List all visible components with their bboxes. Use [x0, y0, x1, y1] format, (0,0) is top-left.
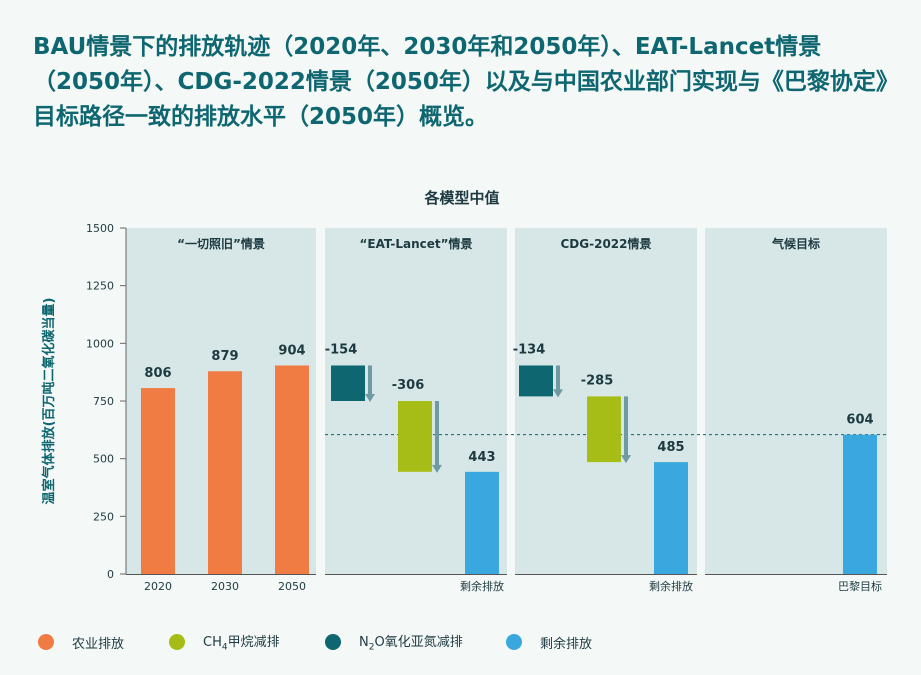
legend-label-n2o: N2O氧化亚氮减排 [359, 635, 463, 653]
legend-label-ch4: CH4甲烷减排 [203, 635, 280, 653]
y-tick-label-1500: 1500 [86, 222, 114, 235]
legend-swatch-residual [506, 634, 522, 650]
legend-label-residual: 剩余排放 [540, 636, 593, 652]
panel-title-1: “一切照旧”情景 [177, 236, 265, 251]
y-tick-label-500: 500 [93, 453, 114, 466]
panel-title-4: 气候目标 [771, 236, 820, 251]
cdg-2022-ch4-bar [587, 396, 621, 463]
eat-lancet-ch4-arrow-shaft [435, 401, 439, 466]
panel-title-2: “EAT-Lancet”情景 [359, 236, 472, 251]
bar-bau-2030 [208, 371, 242, 574]
bar-label-paris-target: 604 [846, 413, 873, 428]
panel-title-3: CDG-2022情景 [561, 236, 652, 251]
y-axis-label: 温室气体排放(百万吨二氧化碳当量) [41, 298, 57, 505]
y-tick-label-250: 250 [93, 510, 114, 523]
cdg-2022-ch4-arrow-shaft [624, 396, 628, 457]
emissions-chart: 各模型中值 “一切照旧”情景 “EAT-Lancet”情景 CDG-2022情景 气候… [41, 189, 887, 593]
legend-label-agriculture: 农业排放 [72, 636, 125, 652]
eat-lancet-n2o-arrow-shaft [368, 365, 372, 395]
eat-lancet-x-label: 剩余排放 [460, 579, 504, 593]
x-tick-label-2020: 2020 [144, 580, 172, 593]
eat-lancet-n2o-label: -154 [325, 342, 358, 357]
cdg-2022-n2o-arrow-head [553, 389, 563, 398]
eat-lancet-n2o-arrow-head [365, 394, 375, 402]
x-tick-label-2030: 2030 [211, 580, 239, 593]
eat-lancet-ch4-label: -306 [392, 378, 425, 393]
cdg-2022-n2o-label: -134 [513, 342, 546, 357]
legend-swatch-n2o [325, 634, 341, 650]
eat-lancet-ch4-bar [398, 401, 432, 472]
bar-label-bau-2050: 904 [278, 343, 305, 358]
eat-lancet-residual-label: 443 [468, 450, 495, 465]
bar-paris-target [843, 434, 877, 574]
bar-bau-2020 [141, 388, 175, 574]
legend-swatch-ch4 [169, 634, 185, 650]
cdg-2022-residual-label: 485 [657, 440, 684, 455]
legend-item-agriculture: 农业排放 [38, 628, 124, 656]
eat-lancet-ch4-arrow-head [432, 464, 442, 473]
y-tick-label-1000: 1000 [86, 337, 114, 350]
bar-label-bau-2020: 806 [144, 366, 171, 381]
chart-subtitle: 各模型中值 [423, 189, 499, 207]
legend-item-residual: 剩余排放 [506, 628, 592, 656]
cdg-2022-x-label: 剩余排放 [649, 579, 693, 593]
eat-lancet-residual-bar [465, 471, 499, 574]
bar-bau-2050 [275, 365, 309, 574]
cdg-2022-ch4-arrow-head [621, 455, 631, 464]
bar-label-bau-2030: 879 [211, 349, 238, 364]
cdg-2022-n2o-arrow-shaft [556, 365, 560, 391]
cdg-2022-ch4-label: -285 [581, 373, 614, 388]
legend-item-ch4: CH4甲烷减排 [169, 628, 280, 656]
legend: 农业排放 CH4甲烷减排 N2O氧化亚氮减排 剩余排放 [38, 628, 898, 656]
y-tick-label-1250: 1250 [86, 280, 114, 293]
legend-item-n2o: N2O氧化亚氮减排 [325, 628, 463, 656]
y-tick-label-0: 0 [107, 568, 114, 581]
legend-swatch-agriculture [38, 634, 54, 650]
x-tick-label-2050: 2050 [278, 580, 306, 593]
cdg-2022-residual-bar [654, 462, 688, 574]
cdg-2022-n2o-bar [519, 365, 553, 397]
y-tick-label-750: 750 [93, 395, 114, 408]
eat-lancet-n2o-bar [331, 365, 365, 401]
x-tick-label-paris-target: 巴黎目标 [838, 579, 882, 593]
chart-title: BAU情景下的排放轨迹（2020年、2030年和2050年）、EAT-Lance… [33, 34, 888, 130]
